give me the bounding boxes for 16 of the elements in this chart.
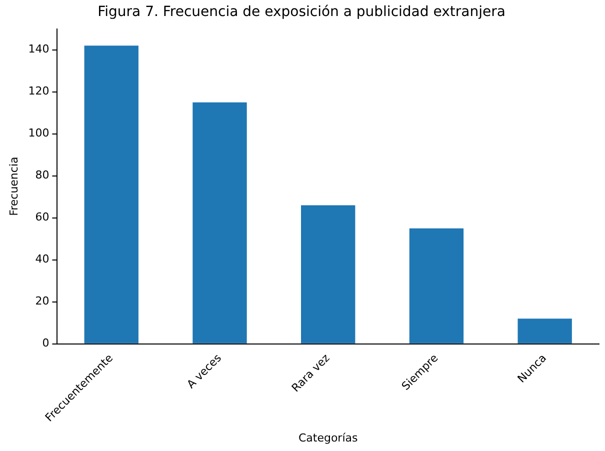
bar bbox=[301, 205, 356, 344]
bar bbox=[192, 102, 247, 344]
y-tick-label: 100 bbox=[28, 126, 50, 140]
y-tick-label: 0 bbox=[42, 336, 50, 350]
bar bbox=[409, 228, 464, 344]
y-tick-label: 60 bbox=[35, 210, 50, 224]
y-axis-title: Frecuencia bbox=[7, 156, 20, 216]
x-axis-title: Categorías bbox=[298, 431, 358, 444]
chart-title: Figura 7. Frecuencia de exposición a publicidad extranjera bbox=[98, 4, 506, 20]
y-tick-label: 120 bbox=[28, 84, 50, 98]
bar bbox=[84, 46, 138, 344]
y-tick-label: 40 bbox=[35, 252, 50, 266]
y-tick-label: 80 bbox=[35, 168, 50, 182]
y-tick-label: 20 bbox=[35, 294, 50, 308]
bar bbox=[518, 318, 572, 344]
y-tick-label: 140 bbox=[28, 42, 50, 56]
